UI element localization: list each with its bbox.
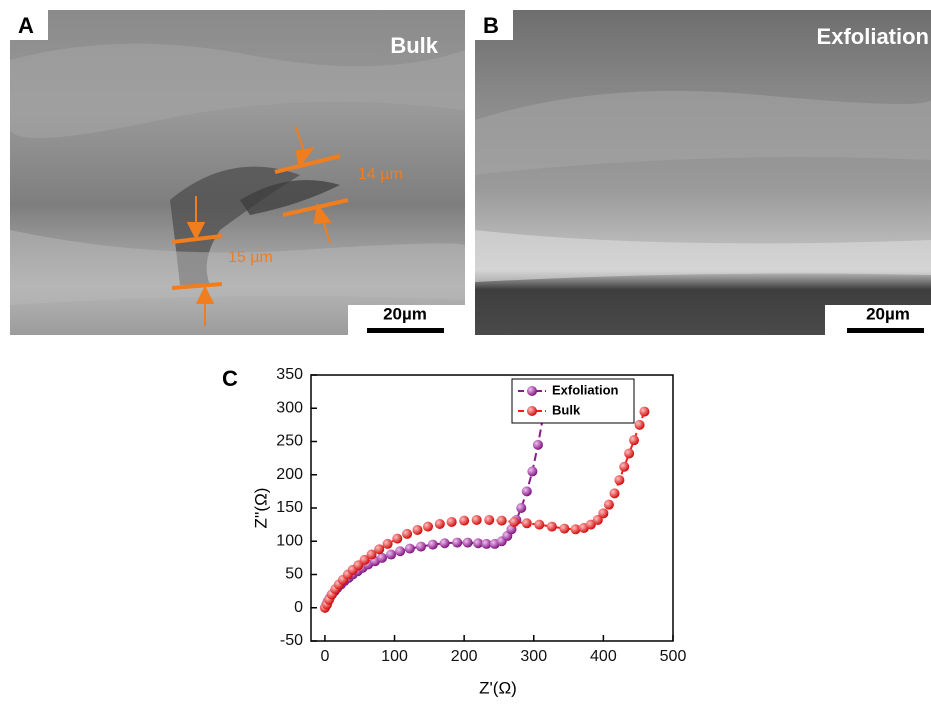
data-point <box>386 550 396 560</box>
panel-title: Exfoliation <box>817 24 929 49</box>
data-point <box>463 538 473 548</box>
data-point <box>559 524 569 534</box>
data-point <box>639 407 649 417</box>
data-point <box>423 522 433 532</box>
series-line <box>325 412 645 608</box>
data-point <box>522 518 532 528</box>
data-point <box>413 525 423 535</box>
x-axis-label: Z'(Ω) <box>479 678 517 697</box>
sem-image <box>475 10 931 335</box>
data-point <box>614 475 624 485</box>
x-tick-label: 0 <box>320 648 329 665</box>
data-point <box>428 540 438 550</box>
x-tick-label: 500 <box>660 648 687 665</box>
data-point <box>635 420 645 430</box>
data-point <box>383 539 393 549</box>
data-point <box>484 515 494 525</box>
data-point <box>509 517 519 527</box>
data-point <box>571 524 581 534</box>
y-tick-label: 50 <box>285 566 303 583</box>
legend-marker <box>527 386 537 396</box>
panel-label: B <box>483 13 499 38</box>
data-point <box>459 516 469 526</box>
data-point <box>547 522 557 532</box>
x-tick-label: 400 <box>590 648 617 665</box>
data-point <box>402 529 412 539</box>
panel-a: A Bulk 14 µm 15 µm 20µm <box>10 10 465 335</box>
legend-label: Bulk <box>552 402 581 417</box>
data-point <box>392 534 402 544</box>
data-point <box>416 542 426 552</box>
y-tick-label: 200 <box>276 466 303 483</box>
data-point <box>604 500 614 510</box>
y-tick-label: 150 <box>276 499 303 516</box>
data-point <box>598 508 608 518</box>
data-point <box>472 515 482 525</box>
panel-label: C <box>222 366 238 391</box>
data-point <box>452 538 462 548</box>
legend-marker <box>527 406 537 416</box>
scale-bar-label: 20µm <box>866 304 910 323</box>
data-point <box>374 544 384 554</box>
data-point <box>610 488 620 498</box>
data-point <box>619 462 629 472</box>
data-point <box>497 516 507 526</box>
data-point <box>377 553 387 563</box>
annotation: 14 µm <box>358 166 403 183</box>
data-point <box>624 448 634 458</box>
data-point <box>405 544 415 554</box>
data-point <box>516 503 526 513</box>
data-point <box>440 538 450 548</box>
y-tick-label: 250 <box>276 433 303 450</box>
x-tick-label: 300 <box>520 648 547 665</box>
annotation: 15 µm <box>228 249 273 266</box>
data-point <box>522 486 532 496</box>
panel-b: B Exfoliation 20µm <box>475 10 931 335</box>
data-point <box>435 519 445 529</box>
y-axis-label: Z''(Ω) <box>251 488 270 529</box>
legend-label: Exfoliation <box>552 382 619 397</box>
scale-bar <box>847 328 924 333</box>
y-tick-label: -50 <box>280 632 303 649</box>
series-line <box>325 418 543 608</box>
data-point <box>533 440 543 450</box>
figure: A Bulk 14 µm 15 µm 20µm B Exfoliation 20… <box>0 0 931 700</box>
data-point <box>447 517 457 527</box>
data-point <box>527 466 537 476</box>
y-tick-label: 350 <box>276 366 303 383</box>
data-point <box>395 546 405 556</box>
y-tick-label: 300 <box>276 399 303 416</box>
data-point <box>534 520 544 530</box>
panel-title: Bulk <box>390 33 438 58</box>
data-point <box>629 435 639 445</box>
scale-bar-label: 20µm <box>383 304 427 323</box>
x-tick-label: 200 <box>451 648 478 665</box>
x-tick-label: 100 <box>381 648 408 665</box>
scale-bar <box>367 328 444 333</box>
panel-label: A <box>18 13 34 38</box>
y-tick-label: 0 <box>294 599 303 616</box>
y-tick-label: 100 <box>276 532 303 549</box>
